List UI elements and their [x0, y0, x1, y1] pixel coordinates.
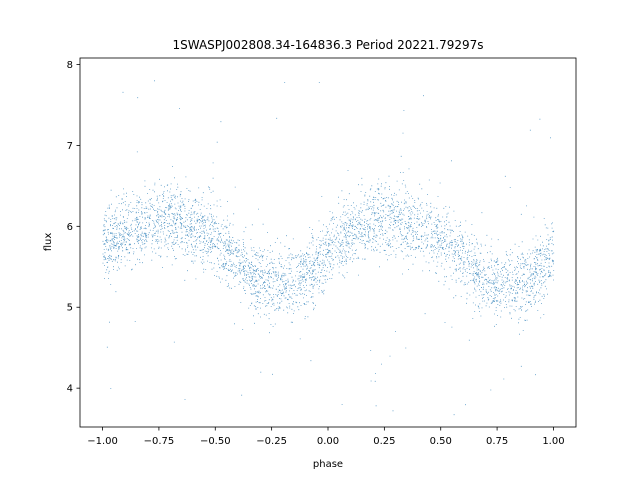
y-tick-label: 7 — [67, 141, 73, 152]
y-tick-label: 8 — [67, 60, 73, 71]
x-tick-label: 0.25 — [373, 436, 395, 447]
x-tick-label: 0.00 — [317, 436, 339, 447]
x-axis: −1.00 −0.75 −0.50 −0.25 0.00 0.25 0.50 0.75 1.00 — [87, 427, 565, 447]
y-axis-label: flux — [43, 233, 54, 252]
x-axis-label: phase — [313, 459, 343, 470]
x-tick-label: −0.75 — [144, 436, 175, 447]
x-tick-label: −0.25 — [256, 436, 287, 447]
x-tick-label: −1.00 — [87, 436, 118, 447]
y-axis: 4 5 6 7 8 — [67, 60, 80, 395]
x-tick-label: 0.50 — [430, 436, 452, 447]
y-tick-label: 4 — [67, 384, 73, 395]
chart-title: 1SWASPJ002808.34-164836.3 Period 20221.7… — [172, 38, 483, 52]
y-tick-label: 6 — [67, 222, 73, 233]
x-tick-label: 1.00 — [542, 436, 564, 447]
y-tick-label: 5 — [67, 303, 73, 314]
x-tick-label: 0.75 — [486, 436, 508, 447]
x-tick-label: −0.50 — [200, 436, 231, 447]
